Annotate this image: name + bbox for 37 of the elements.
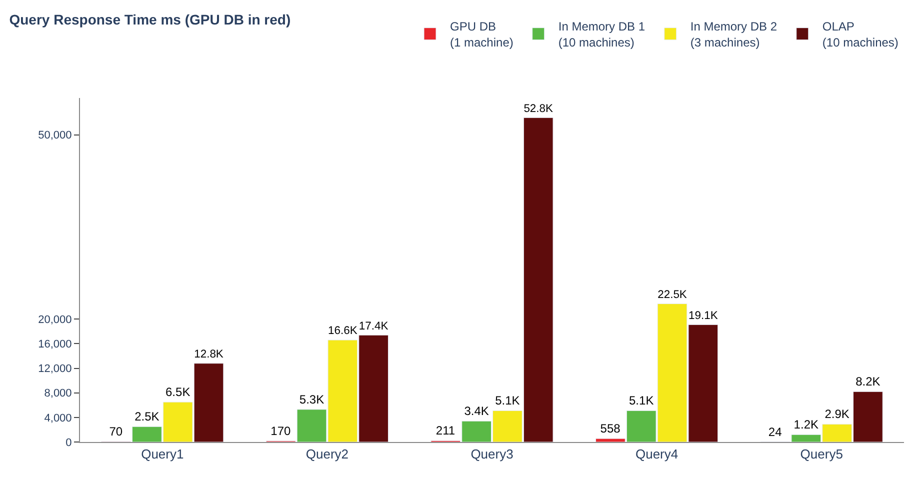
data-label: 2.9K	[824, 407, 850, 422]
y-tick-label: 8,000	[44, 388, 72, 400]
x-tick-label: Query5	[800, 446, 843, 462]
legend-label: In Memory DB 2 (3 machines)	[690, 20, 778, 50]
data-label: 12.8K	[194, 348, 224, 361]
data-label: 16.6K	[328, 325, 358, 338]
data-label: 70	[109, 424, 123, 439]
legend-label: In Memory DB 1 (10 machines)	[558, 20, 646, 50]
legend-label: GPU DB (1 machine)	[450, 20, 514, 50]
x-tick-label: Query4	[635, 446, 678, 462]
data-label: 3.4K	[464, 404, 489, 418]
data-label: 211	[436, 424, 456, 438]
data-label: 6.5K	[166, 385, 190, 400]
data-label: 1.2K	[794, 418, 818, 432]
data-label: 52.8K	[524, 102, 554, 115]
data-label: 5.3K	[299, 392, 324, 406]
chart-title: Query Response Time ms (GPU DB in red)	[9, 11, 291, 28]
data-label: 24	[768, 424, 782, 439]
x-tick-label: Query1	[141, 446, 184, 462]
y-tick-label: 16,000	[38, 338, 72, 351]
x-tick-label: Query2	[306, 446, 349, 462]
y-tick-label: 20,000	[38, 314, 72, 326]
y-tick-label: 4,000	[44, 412, 72, 424]
legend-label: OLAP (10 machines)	[822, 20, 898, 50]
x-tick-label: Query3	[470, 446, 514, 462]
y-tick-label: 0	[66, 436, 72, 449]
data-label: 5.1K	[629, 394, 654, 408]
data-label: 17.4K	[358, 320, 389, 332]
data-label: 2.5K	[134, 410, 160, 424]
data-label: 8.2K	[856, 374, 880, 389]
data-label: 170	[270, 424, 292, 438]
data-label: 19.1K	[688, 310, 718, 322]
data-label: 22.5K	[658, 288, 688, 301]
y-tick-label: 50,000	[38, 130, 72, 142]
data-label: 5.1K	[495, 394, 520, 408]
data-label: 558	[600, 422, 621, 436]
y-tick-label: 12,000	[38, 363, 72, 376]
